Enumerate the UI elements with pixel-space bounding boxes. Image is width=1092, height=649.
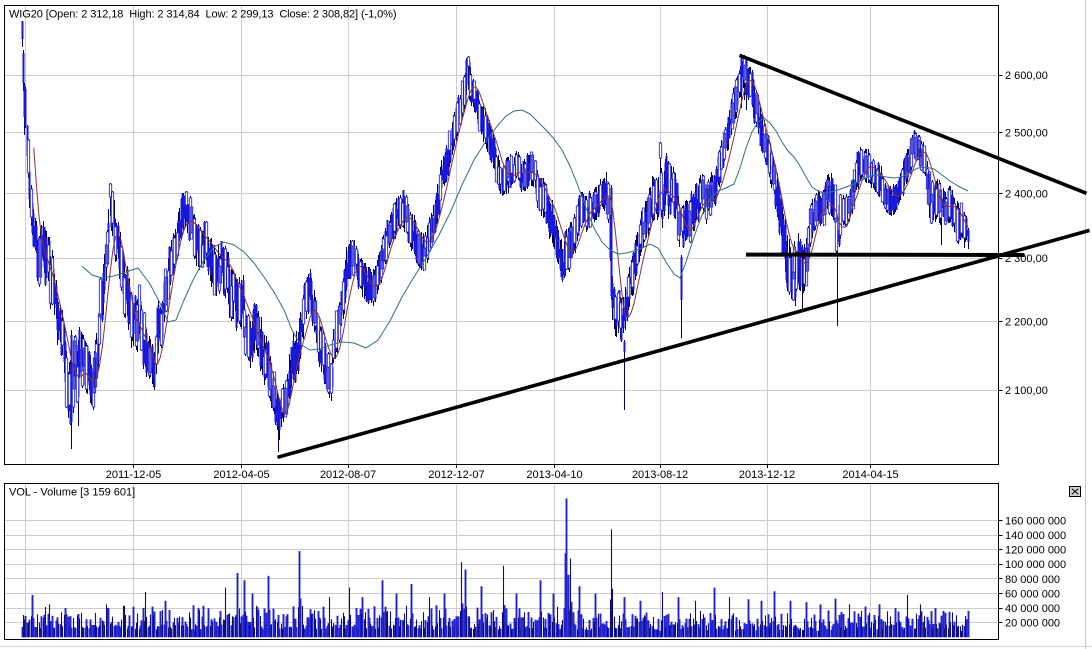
svg-text:2 200,00: 2 200,00 [1005, 317, 1048, 329]
svg-text:2 100,00: 2 100,00 [1005, 385, 1048, 397]
svg-text:80 000 000: 80 000 000 [1005, 574, 1060, 586]
svg-text:2 600,00: 2 600,00 [1005, 70, 1048, 82]
svg-text:2012-12-07: 2012-12-07 [428, 469, 484, 481]
svg-text:100 000 000: 100 000 000 [1005, 559, 1066, 571]
svg-text:VOL - Volume [3 159 601]: VOL - Volume [3 159 601] [9, 487, 135, 499]
svg-text:WIG20 [Open: 2 312,18 High: 2: WIG20 [Open: 2 312,18 High: 2 314,84 Low… [9, 9, 396, 21]
svg-text:160 000 000: 160 000 000 [1005, 515, 1066, 527]
svg-text:2012-04-05: 2012-04-05 [213, 469, 269, 481]
svg-text:20 000 000: 20 000 000 [1005, 618, 1060, 630]
svg-text:2014-04-15: 2014-04-15 [842, 469, 898, 481]
svg-text:2013-04-10: 2013-04-10 [526, 469, 582, 481]
svg-text:60 000 000: 60 000 000 [1005, 589, 1060, 601]
svg-text:120 000 000: 120 000 000 [1005, 545, 1066, 557]
svg-text:2013-12-12: 2013-12-12 [739, 469, 795, 481]
svg-text:140 000 000: 140 000 000 [1005, 530, 1066, 542]
svg-text:2 400,00: 2 400,00 [1005, 188, 1048, 200]
svg-text:40 000 000: 40 000 000 [1005, 603, 1060, 615]
svg-text:2013-08-12: 2013-08-12 [632, 469, 688, 481]
svg-text:2012-08-07: 2012-08-07 [320, 469, 376, 481]
svg-text:2 500,00: 2 500,00 [1005, 128, 1048, 140]
svg-text:2011-12-05: 2011-12-05 [106, 469, 161, 481]
